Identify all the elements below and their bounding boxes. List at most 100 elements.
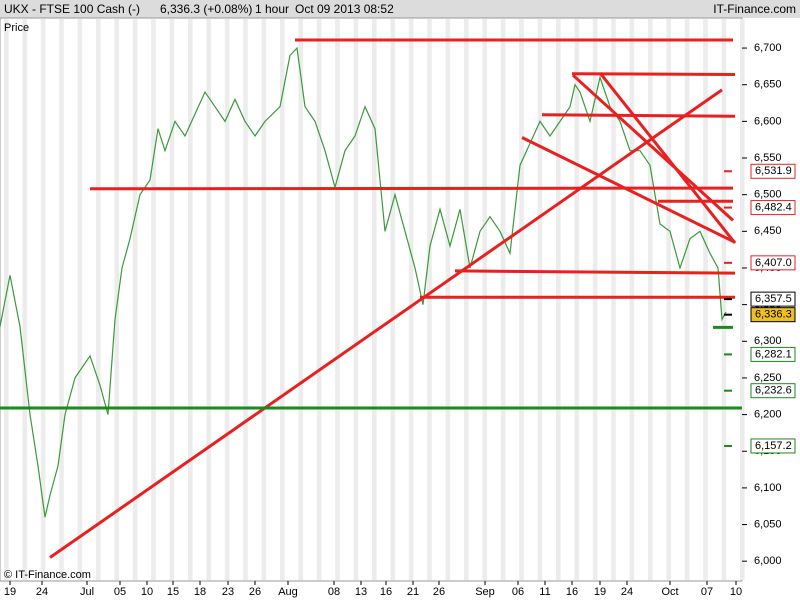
x-tick-label: Oct bbox=[661, 586, 678, 598]
quote: 6,336.3 (+0.08%) bbox=[160, 2, 252, 16]
x-tick-label: 06 bbox=[512, 586, 524, 598]
y-tick-label: 6,050 bbox=[754, 518, 782, 530]
day-stripe bbox=[59, 19, 64, 580]
day-stripe bbox=[500, 19, 506, 580]
day-stripe bbox=[556, 19, 561, 580]
day-stripe bbox=[77, 19, 83, 580]
x-tick-label: 19 bbox=[594, 586, 606, 598]
y-tick-label: 6,250 bbox=[754, 372, 782, 384]
day-stripe bbox=[519, 19, 524, 580]
y-tick-label: 6,650 bbox=[754, 79, 782, 91]
day-stripe bbox=[666, 19, 671, 580]
price-label: 6,232.6 bbox=[755, 385, 792, 397]
day-stripe bbox=[703, 19, 708, 580]
day-stripe bbox=[4, 19, 9, 580]
footer: © IT-Finance.com bbox=[4, 569, 91, 581]
day-stripe bbox=[648, 19, 653, 580]
price-box bbox=[750, 200, 796, 216]
price-box bbox=[750, 291, 796, 307]
y-label: Price bbox=[4, 22, 29, 34]
y-tick-label: 6,500 bbox=[754, 189, 782, 201]
day-stripe bbox=[151, 19, 156, 580]
x-tick-label: 26 bbox=[433, 586, 445, 598]
x-tick-label: 23 bbox=[222, 586, 234, 598]
day-stripe bbox=[372, 19, 377, 580]
y-tick-label: 6,550 bbox=[754, 152, 782, 164]
price-box bbox=[750, 383, 796, 399]
day-stripe bbox=[592, 19, 598, 580]
price-label: 6,282.1 bbox=[755, 348, 792, 360]
day-stripe bbox=[335, 19, 340, 580]
day-stripe bbox=[96, 19, 101, 580]
x-tick-label: Jul bbox=[80, 586, 94, 598]
day-stripe bbox=[740, 19, 745, 580]
x-tick-label: 05 bbox=[114, 586, 126, 598]
trendline bbox=[454, 269, 736, 275]
y-tick-label: 6,300 bbox=[754, 335, 782, 347]
price-box bbox=[750, 255, 796, 271]
x-tick-label: 26 bbox=[249, 586, 261, 598]
day-stripe bbox=[206, 19, 211, 580]
price-label: 6,482.4 bbox=[755, 201, 792, 213]
day-stripe bbox=[316, 19, 322, 580]
x-tick-label: 16 bbox=[380, 586, 392, 598]
symbol: UKX - FTSE 100 Cash (-) bbox=[4, 2, 140, 16]
day-stripe bbox=[445, 19, 451, 580]
price-box bbox=[750, 438, 796, 454]
trendline bbox=[521, 136, 736, 244]
x-tick-label: 11 bbox=[539, 586, 550, 598]
day-stripe bbox=[629, 19, 635, 580]
day-stripe bbox=[611, 19, 616, 580]
price-label: 6,407.0 bbox=[755, 257, 792, 269]
x-tick-label: 10 bbox=[730, 586, 742, 598]
x-tick-label: 19 bbox=[4, 586, 16, 598]
price-box bbox=[750, 307, 796, 323]
trendline bbox=[571, 74, 735, 222]
day-stripe bbox=[390, 19, 395, 580]
trendline bbox=[89, 186, 734, 191]
day-stripe bbox=[537, 19, 543, 580]
x-tick-label: 21 bbox=[407, 586, 419, 598]
day-stripe bbox=[243, 19, 248, 580]
day-stripe bbox=[261, 19, 267, 580]
trendline bbox=[571, 72, 736, 76]
y-tick-label: 6,600 bbox=[754, 115, 782, 127]
day-stripe bbox=[169, 19, 175, 580]
x-tick-label: 08 bbox=[328, 586, 340, 598]
trendline bbox=[541, 113, 736, 118]
timestamp: Oct 09 2013 08:52 bbox=[295, 2, 394, 16]
day-stripe bbox=[132, 19, 138, 580]
day-stripe bbox=[427, 19, 432, 580]
x-tick-label: Aug bbox=[278, 586, 298, 598]
plot-area bbox=[0, 17, 743, 582]
day-stripe bbox=[408, 19, 414, 580]
trendline bbox=[49, 88, 723, 559]
day-stripe bbox=[22, 19, 27, 580]
price-label: 6,157.2 bbox=[755, 440, 792, 452]
x-tick-label: 18 bbox=[194, 586, 206, 598]
y-tick-label: 6,200 bbox=[754, 408, 782, 420]
y-tick-label: 6,000 bbox=[754, 555, 782, 567]
y-tick-label: 6,100 bbox=[754, 482, 782, 494]
x-tick-label: Sep bbox=[475, 586, 495, 598]
x-tick-label: 15 bbox=[167, 586, 179, 598]
day-stripe bbox=[40, 19, 46, 580]
day-stripe bbox=[188, 19, 193, 580]
price-label: 6,336.3 bbox=[755, 309, 792, 321]
price-line bbox=[0, 46, 727, 518]
x-tick-label: 13 bbox=[355, 586, 367, 598]
x-tick-label: 24 bbox=[621, 586, 633, 598]
day-stripe bbox=[684, 19, 690, 580]
day-stripe bbox=[464, 19, 469, 580]
trendline bbox=[598, 72, 737, 244]
y-tick-label: 6,700 bbox=[754, 42, 782, 54]
day-stripe bbox=[353, 19, 359, 580]
price-label: 6,357.5 bbox=[755, 293, 792, 305]
y-tick-label: 6,450 bbox=[754, 225, 782, 237]
day-stripe bbox=[298, 19, 303, 580]
x-tick-label: 07 bbox=[701, 586, 713, 598]
day-stripe bbox=[224, 19, 230, 580]
price-box bbox=[750, 163, 796, 179]
